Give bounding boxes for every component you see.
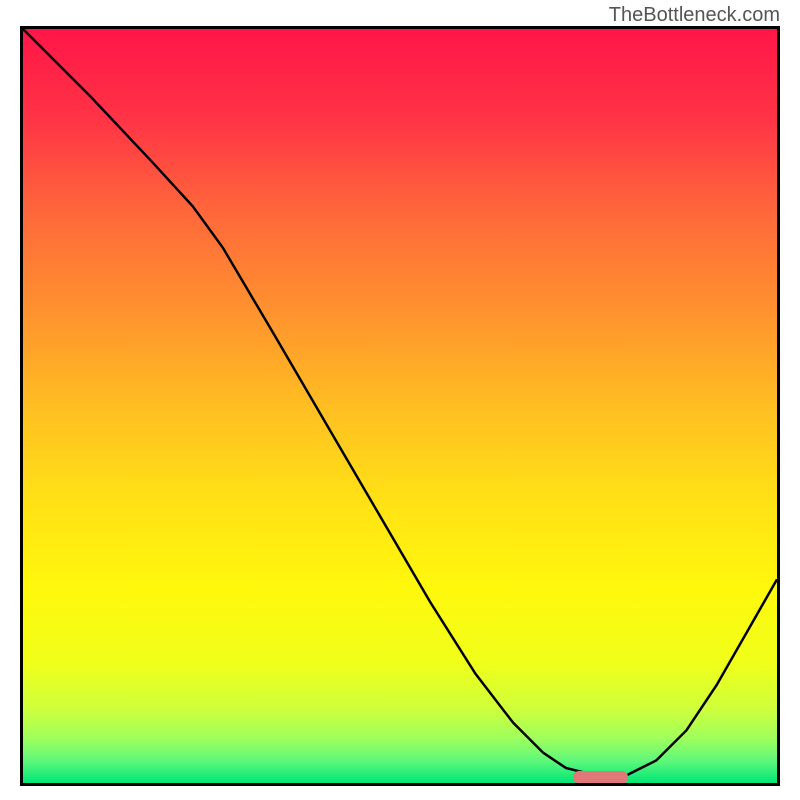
bottleneck-chart — [20, 26, 780, 786]
bottleneck-curve — [23, 29, 777, 783]
watermark-text: TheBottleneck.com — [609, 4, 780, 27]
optimum-marker — [573, 771, 628, 784]
